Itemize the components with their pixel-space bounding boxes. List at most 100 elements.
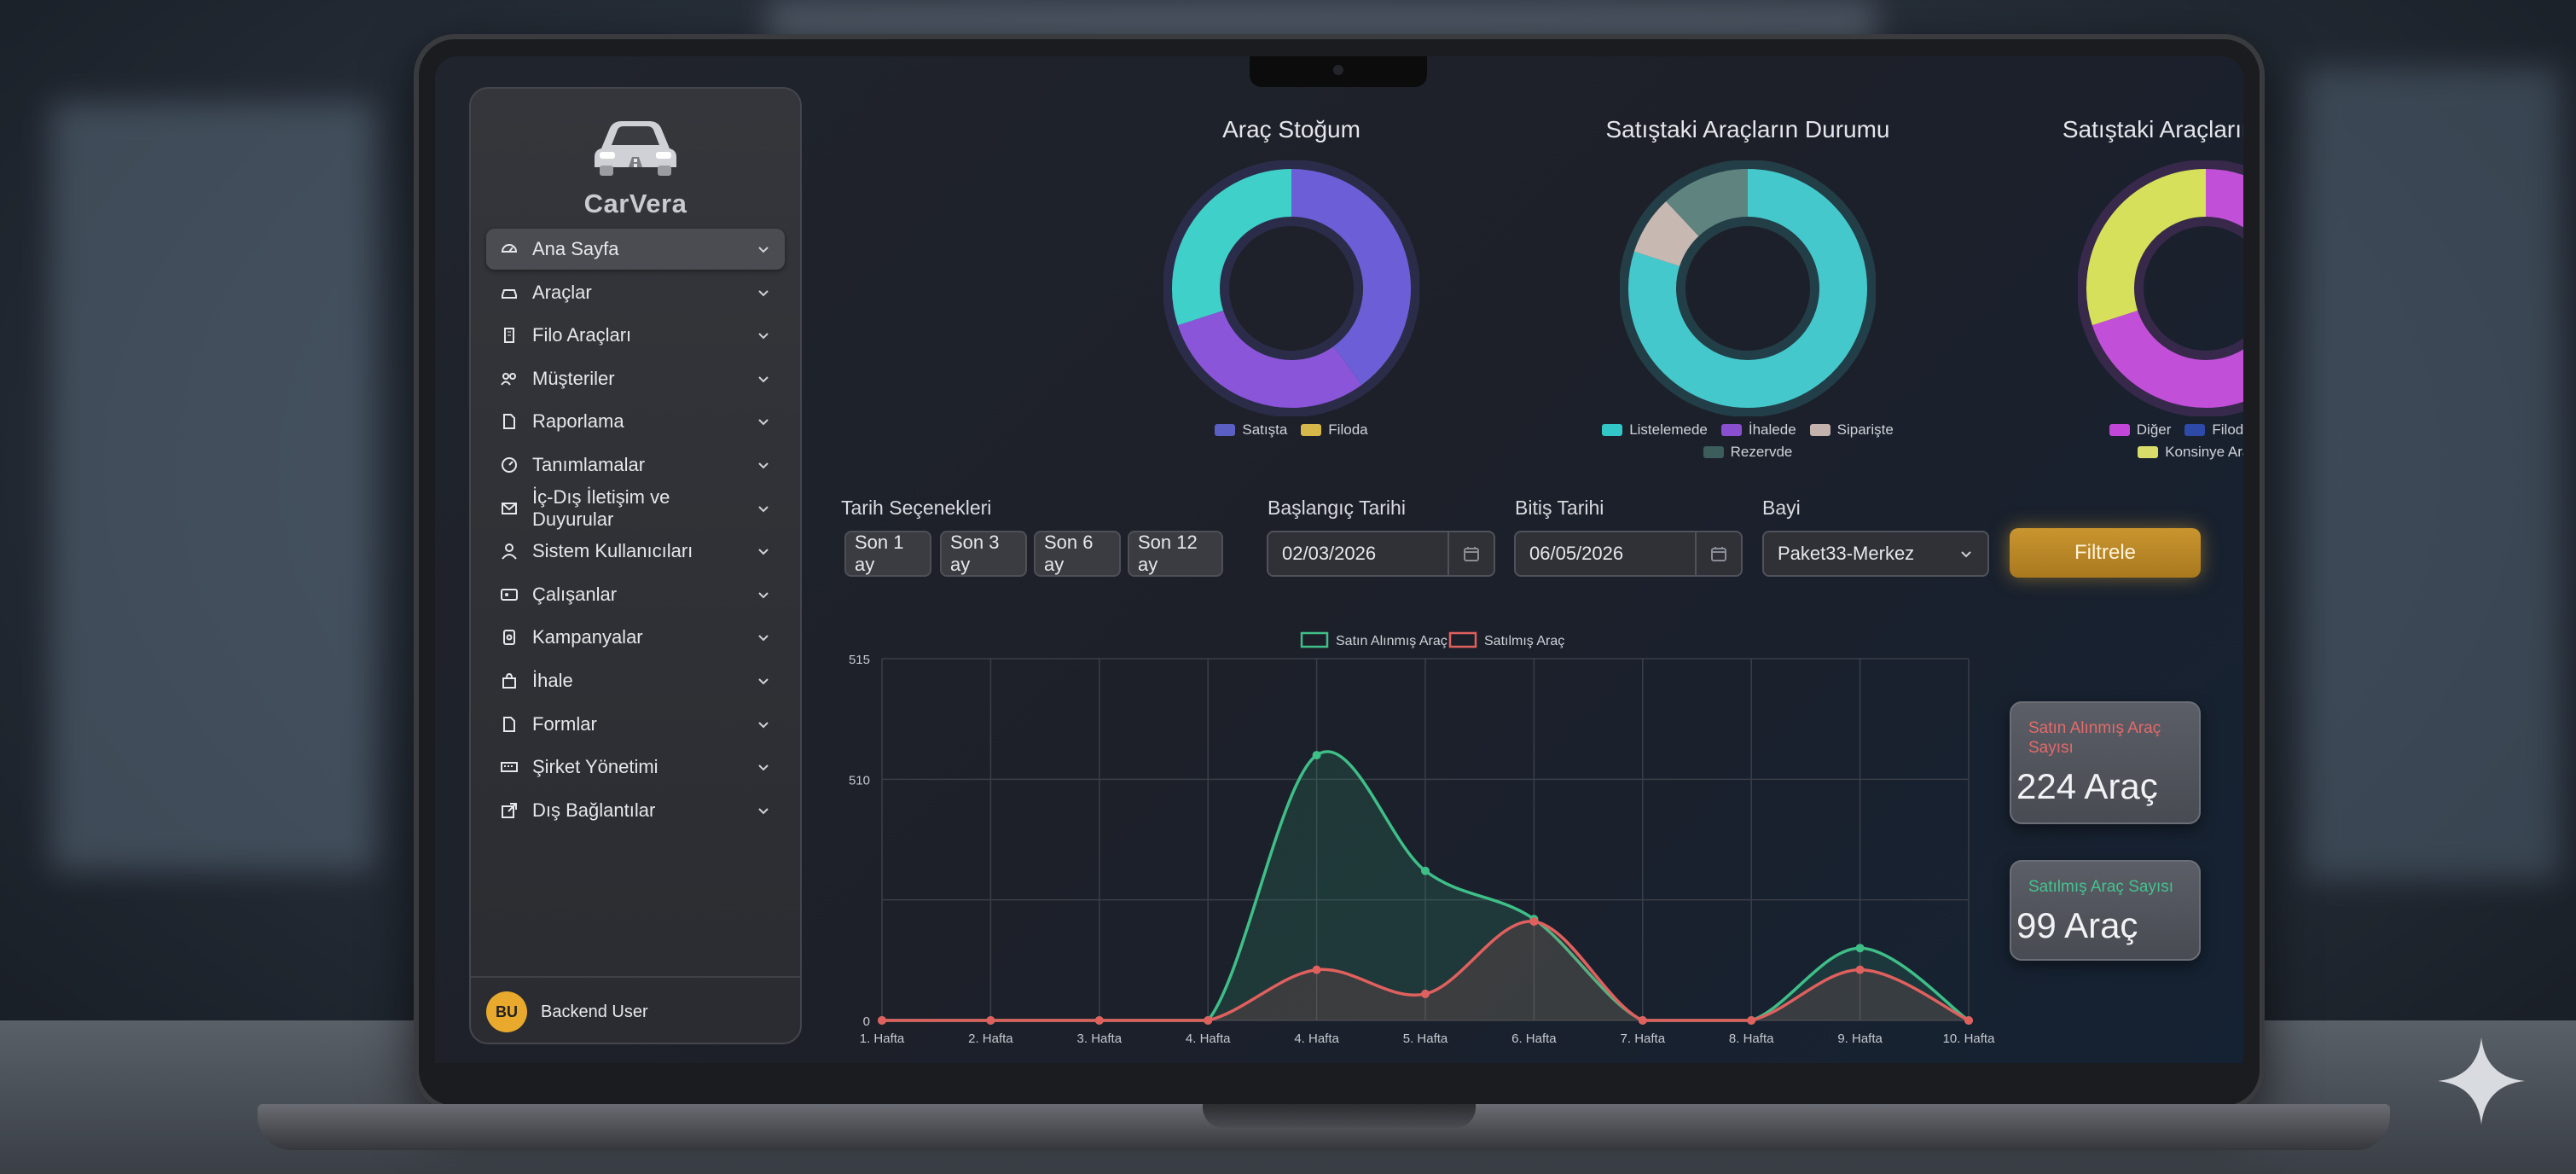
data-point[interactable] [1421, 866, 1430, 875]
donut-slice[interactable] [2092, 169, 2243, 408]
avatar[interactable]: BU [486, 991, 527, 1032]
sidebar-item-label: Müşteriler [532, 367, 615, 389]
data-point[interactable] [1312, 965, 1321, 974]
file-icon [500, 412, 519, 431]
sidebar-item-tan-mlamalar[interactable]: Tanımlamalar [486, 445, 785, 485]
legend-label[interactable]: Satılmış Araç [1484, 634, 1564, 648]
background-building [51, 102, 375, 870]
data-point[interactable] [878, 1016, 886, 1025]
purchased-count-card: Satın Alınmış Araç Sayısı 224 Araç [2010, 701, 2201, 824]
series-area [882, 751, 1969, 1020]
donut-slice[interactable] [1666, 169, 1749, 237]
legend-item[interactable]: Siparişte [1809, 421, 1894, 439]
id-card-icon [500, 585, 519, 604]
donut-slice[interactable] [1628, 169, 1867, 408]
end-date-field[interactable]: 06/05/2026 [1514, 531, 1743, 577]
data-point[interactable] [1529, 917, 1539, 927]
sidebar-item-label: Dış Bağlantılar [532, 799, 656, 821]
data-point[interactable] [1312, 751, 1321, 760]
legend-label: Filoda [1328, 421, 1368, 438]
sidebar-item-formlar[interactable]: Formlar [486, 704, 785, 745]
chevron-down-icon [758, 549, 769, 555]
end-date-value[interactable]: 06/05/2026 [1529, 543, 1624, 564]
start-date-value[interactable]: 02/03/2026 [1282, 543, 1377, 564]
mail-icon [500, 499, 519, 518]
sidebar-item-irket-y-netimi[interactable]: Şirket Yönetimi [486, 747, 785, 788]
sold-count-card: Satılmış Araç Sayısı 99 Araç [2010, 860, 2201, 961]
legend-swatch [2138, 446, 2159, 458]
sidebar-item-i-hale[interactable]: İhale [486, 660, 785, 701]
x-tick-label: 4. Hafta [1294, 1032, 1339, 1046]
sidebar-item-label: Kampanyalar [532, 626, 643, 648]
data-point[interactable] [1747, 1016, 1756, 1025]
y-tick-label: 510 [849, 773, 870, 788]
legend-item[interactable]: Rezervde [1703, 444, 1793, 461]
legend-item[interactable]: Konsinye Araçlar [2138, 444, 2243, 461]
data-point[interactable] [1094, 1016, 1104, 1025]
sidebar-item-m-teriler[interactable]: Müşteriler [486, 358, 785, 399]
y-tick-label: 0 [863, 1014, 870, 1029]
legend-swatch [1215, 424, 1236, 436]
brand-logo: CarVera [471, 114, 800, 219]
data-point[interactable] [1638, 1016, 1647, 1025]
sidebar-item-kampanyalar[interactable]: Kampanyalar [486, 617, 785, 658]
dashboard-icon [500, 240, 519, 259]
sidebar-item-ara-lar[interactable]: Araçlar [486, 272, 785, 313]
range-3-months-button[interactable]: Son 3 ay [940, 531, 1027, 577]
data-point[interactable] [1855, 944, 1865, 953]
legend-item[interactable]: Satışta [1215, 421, 1287, 439]
donut-panel-stock: Araç Stoğum Satışta Filoda [1070, 116, 1513, 439]
start-date-field[interactable]: 02/03/2026 [1267, 531, 1495, 577]
x-tick-label: 3. Hafta [1077, 1032, 1123, 1046]
donut-slice[interactable] [1177, 310, 1362, 408]
sidebar-item-label: İç-Dış İletişim ve Duyurular [532, 485, 670, 530]
tag-icon [500, 628, 519, 647]
legend-label[interactable]: Satın Alınmış Araç [1336, 634, 1448, 648]
data-point[interactable] [986, 1016, 995, 1025]
donut-title: Satıştaki Araçların Durumu [1605, 116, 1890, 142]
sidebar-item-al-anlar[interactable]: Çalışanlar [486, 574, 785, 615]
user-icon [500, 542, 519, 561]
sidebar-item-ana-sayfa[interactable]: Ana Sayfa [486, 229, 785, 270]
x-tick-label: 8. Hafta [1729, 1032, 1774, 1046]
range-12-months-button[interactable]: Son 12 ay [1128, 531, 1223, 577]
x-tick-label: 9. Hafta [1837, 1032, 1883, 1046]
data-point[interactable] [1855, 965, 1865, 974]
data-point[interactable] [1964, 1016, 1973, 1025]
sidebar-item-filo-ara-lar[interactable]: Filo Araçları [486, 315, 785, 356]
range-6-months-button[interactable]: Son 6 ay [1034, 531, 1121, 577]
legend-swatch [1300, 631, 1329, 648]
data-point[interactable] [1204, 1016, 1213, 1025]
chevron-down-icon [758, 333, 769, 340]
chevron-down-icon [1961, 551, 1971, 558]
donut-slice[interactable] [1172, 169, 1292, 326]
calendar-icon[interactable] [1695, 532, 1741, 575]
legend-item[interactable]: İhalede [1720, 421, 1796, 439]
legend-label: Siparişte [1836, 421, 1894, 438]
legend-item[interactable]: Listelemede [1602, 421, 1708, 439]
sidebar-item-i-d-i-leti-im-ve-duyurular[interactable]: İç-Dış İletişim ve Duyurular [486, 485, 785, 530]
sidebar-item-label: Çalışanlar [532, 583, 618, 605]
calendar-icon[interactable] [1448, 532, 1494, 575]
donut-slice[interactable] [2086, 169, 2207, 326]
legend-item[interactable]: Filoda [1301, 421, 1368, 439]
range-1-month-button[interactable]: Son 1 ay [844, 531, 931, 577]
legend-item[interactable]: Filodan Gelen [2184, 421, 2243, 439]
donut-legend: Listelemede İhalede Siparişte Rezervde [1526, 421, 1970, 461]
data-point[interactable] [1421, 989, 1430, 998]
sidebar-item-raporlama[interactable]: Raporlama [486, 401, 785, 442]
sidebar-item-sistem-kullan-c-lar[interactable]: Sistem Kullanıcıları [486, 531, 785, 572]
legend-label: Rezervde [1730, 444, 1793, 460]
dealer-select[interactable]: Paket33-Merkez [1762, 531, 1989, 577]
donut-chart [2078, 160, 2243, 416]
legend-item[interactable]: Diğer [2109, 421, 2171, 439]
filter-button[interactable]: Filtrele [2010, 528, 2201, 578]
donut-panel-status: Satıştaki Araçların Durumu Listelemede İh… [1526, 116, 1970, 461]
user-profile[interactable]: BU Backend User [486, 991, 648, 1032]
sidebar-item-d-ba-lant-lar[interactable]: Dış Bağlantılar [486, 790, 785, 831]
donut-slice[interactable] [1291, 169, 1411, 386]
donut-slice[interactable] [1633, 201, 1700, 267]
legend-swatch [1720, 424, 1742, 436]
line-chart: 0 510 515 1. Hafta 2. Hafta 3. Hafta 4. Hafta 4… [849, 631, 1995, 1046]
legend-swatch [2109, 424, 2130, 436]
